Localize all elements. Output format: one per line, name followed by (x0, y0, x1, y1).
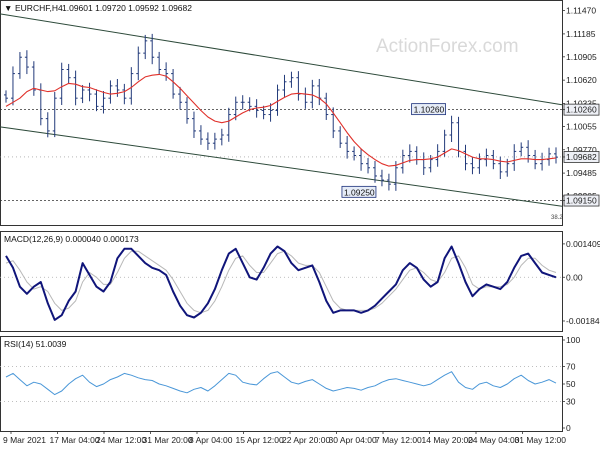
macd-panel-frame (0, 231, 563, 332)
price-axis-label: 1.09150 (566, 196, 597, 206)
sma-line (5, 73, 557, 167)
macd-axis-label: 0.00 (566, 272, 583, 282)
price-annotation-box (411, 103, 446, 116)
symbol-label: EURCHF,H4 (15, 3, 63, 13)
annotations-layer: 1.10260 1.09250 (341, 103, 446, 198)
time-axis-label: 24 Mar 12:00 (96, 435, 146, 445)
rsi-axis-label: 70 (566, 361, 576, 371)
price-annotation-label: 1.09250 (344, 187, 375, 197)
price-axis-label: 1.10260 (566, 105, 597, 115)
rsi-axis-label: 0 (566, 423, 571, 433)
rsi-title: RSI(14) 51.0039 (4, 339, 67, 349)
time-axis-label: 7 May 12:00 (375, 435, 422, 445)
time-axis-label: 30 Apr 04:00 (329, 435, 377, 445)
time-axis-label: 31 Mar 20:00 (143, 435, 193, 445)
symbol-dropdown-arrow[interactable]: ▼ (4, 3, 12, 13)
macd-axis-label: 0.001409 (566, 239, 600, 249)
time-axis-label: 15 Apr 12:00 (236, 435, 284, 445)
ohlc-readout: 1.09601 1.09720 1.09592 1.09682 (62, 3, 192, 13)
macd-layer: 0.001409 0.00 -0.001846 (0, 239, 600, 326)
price-panel-frame (0, 0, 563, 226)
rsi-axis-label: 100 (566, 335, 580, 345)
rsi-line (5, 371, 557, 396)
price-annotation-box (341, 185, 377, 198)
watermark-text: ActionForex.com (376, 36, 519, 57)
channel-lower-line (0, 126, 563, 207)
fib-level-label: 38.2 (551, 215, 563, 221)
time-axis-label: 14 May 20:00 (422, 435, 474, 445)
rsi-axis-label: 50 (566, 379, 576, 389)
channel-upper-line (0, 13, 563, 106)
macd-axis-label: -0.001846 (566, 316, 600, 326)
macd-signal-line (5, 250, 557, 314)
time-axis-label: 22 Apr 20:00 (282, 435, 330, 445)
channel-layer: 38.2 (0, 13, 563, 221)
price-grid-layer (0, 109, 562, 201)
rsi-axis-label: 30 (566, 397, 576, 407)
price-axis-label: 1.10905 (566, 52, 597, 62)
price-axis-label: 1.11470 (566, 6, 596, 16)
price-axis-label: 1.09770 (566, 145, 597, 155)
price-axis-label: 1.10335 (566, 98, 597, 108)
price-axis-layer: 1.11470 1.11185 1.10905 1.10620 1.103351.102… (562, 6, 600, 207)
macd-line (5, 245, 557, 321)
time-axis-label: 31 May 12:00 (515, 435, 567, 445)
macd-title: MACD(12,26,9) 0.000040 0.000173 (4, 234, 139, 244)
price-axis-label: 1.10055 (566, 121, 597, 131)
price-axis-label: 1.10620 (566, 75, 597, 85)
time-axis-label: 24 May 04:00 (468, 435, 520, 445)
price-axis-label: 1.09682 (566, 152, 597, 162)
time-axis-label: 17 Mar 04:00 (50, 435, 100, 445)
price-axis-label: 1.11185 (566, 29, 596, 39)
candles-layer (4, 33, 558, 191)
sma-layer (5, 73, 557, 167)
time-axis-label: 8 Apr 04:00 (189, 435, 233, 445)
time-axis-label: 9 Mar 2021 (3, 435, 46, 445)
price-annotation-label: 1.10260 (414, 105, 445, 115)
rsi-layer: 100 70 50 30 0 (0, 335, 580, 433)
price-axis-label: 1.09485 (566, 168, 597, 178)
